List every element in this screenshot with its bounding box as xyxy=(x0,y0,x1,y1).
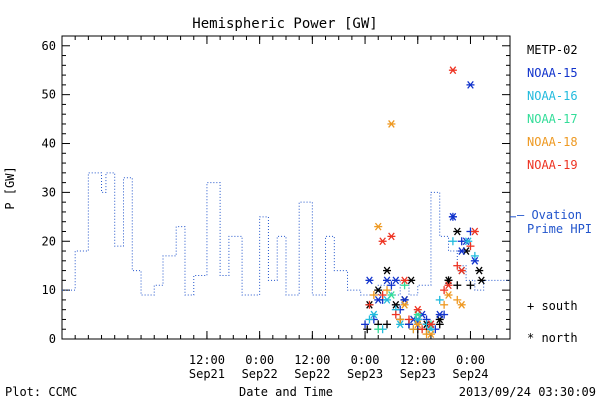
y-tick-label: 10 xyxy=(42,283,56,297)
north-marker xyxy=(414,305,422,314)
x-tick-date: Sep22 xyxy=(294,367,330,381)
north-marker xyxy=(471,256,479,265)
y-tick-label: 0 xyxy=(49,332,56,346)
y-axis-label: P [GW] xyxy=(3,166,17,209)
legend-entry: NOAA-18 xyxy=(527,135,578,149)
footer-timestamp: 2013/09/24 03:30:09 xyxy=(459,385,596,399)
north-marker xyxy=(471,227,479,236)
legend-entry: METP-02 xyxy=(527,43,578,57)
legend-north-note: * north xyxy=(527,331,578,345)
north-marker xyxy=(436,310,444,319)
north-marker xyxy=(458,300,465,309)
north-marker xyxy=(366,276,373,285)
north-marker xyxy=(392,300,400,309)
north-marker xyxy=(383,276,391,285)
north-marker xyxy=(427,330,435,339)
legend-entry: NOAA-19 xyxy=(527,158,578,172)
y-tick-label: 30 xyxy=(42,185,56,199)
north-marker xyxy=(388,232,395,241)
ovation-hpi-line xyxy=(62,172,510,296)
north-marker xyxy=(458,247,465,255)
north-marker xyxy=(370,310,378,319)
plot-frame xyxy=(61,35,511,340)
x-tick-time: 12:00 xyxy=(294,353,330,367)
x-tick-time: 12:00 xyxy=(400,353,436,367)
north-marker xyxy=(401,300,408,309)
x-tick-date: Sep24 xyxy=(452,367,488,381)
x-axis: 12:00Sep210:00Sep2212:00Sep220:00Sep2312… xyxy=(74,36,498,381)
x-tick-date: Sep21 xyxy=(189,367,225,381)
y-tick-label: 40 xyxy=(42,137,56,151)
north-marker xyxy=(427,320,435,329)
x-tick-date: Sep23 xyxy=(400,367,436,381)
north-marker xyxy=(453,227,461,236)
y-tick-label: 20 xyxy=(42,234,56,248)
x-tick-date: Sep22 xyxy=(242,367,278,381)
series-points xyxy=(369,120,466,339)
x-axis-label: Date and Time xyxy=(239,385,333,399)
x-tick-time: 0:00 xyxy=(456,353,485,367)
legend-south-note: + south xyxy=(527,299,578,313)
north-marker xyxy=(445,291,452,299)
series-points xyxy=(365,66,479,334)
north-marker xyxy=(396,320,404,329)
north-marker xyxy=(383,266,391,275)
ovation-series xyxy=(62,172,510,296)
north-marker xyxy=(414,320,422,329)
north-marker xyxy=(388,291,395,299)
north-marker xyxy=(449,212,457,221)
chart-title: Hemispheric Power [GW] xyxy=(192,16,377,32)
north-marker xyxy=(478,276,485,285)
north-marker xyxy=(392,276,400,285)
north-marker xyxy=(407,276,415,285)
north-marker xyxy=(374,295,382,304)
north-marker xyxy=(458,266,465,275)
legend-entry: NOAA-15 xyxy=(527,66,578,80)
x-tick-time: 0:00 xyxy=(351,353,380,367)
north-marker xyxy=(374,286,382,295)
x-tick-time: 12:00 xyxy=(189,353,225,367)
satellite-points xyxy=(361,66,486,339)
north-marker xyxy=(475,266,483,275)
north-marker xyxy=(379,237,386,246)
legend-entry: NOAA-17 xyxy=(527,112,578,126)
north-marker xyxy=(401,276,408,285)
x-tick-date: Sep23 xyxy=(347,367,383,381)
x-tick-time: 0:00 xyxy=(245,353,274,367)
north-marker xyxy=(388,120,395,128)
y-tick-label: 50 xyxy=(42,88,56,102)
y-axis: 0 10 20 30 40 50 60 xyxy=(42,39,510,346)
north-marker xyxy=(449,66,457,75)
north-marker xyxy=(464,237,472,246)
legend-ovation: — Ovation xyxy=(517,208,582,222)
y-tick-label: 60 xyxy=(42,39,56,53)
north-marker xyxy=(374,222,382,231)
legend-entry: NOAA-16 xyxy=(527,89,578,103)
footer-left: Plot: CCMC xyxy=(5,385,77,399)
north-marker xyxy=(445,281,452,290)
legend-ovation: Prime HPI xyxy=(527,222,592,236)
legend: METP-02 NOAA-15 NOAA-16 NOAA-17 NOAA-18 NOAA-… xyxy=(510,43,592,345)
north-marker xyxy=(467,80,474,89)
